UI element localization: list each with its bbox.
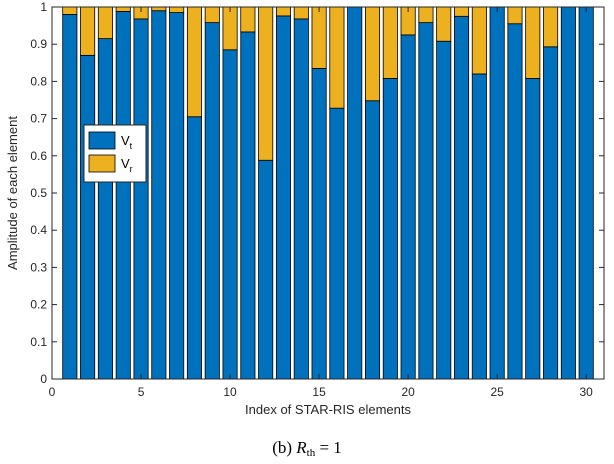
y-tick-label-0.8: 0.8 — [30, 74, 47, 88]
bar-vr-10 — [222, 6, 238, 51]
bar-vr-4 — [115, 6, 131, 12]
bar-vt-8 — [186, 116, 202, 380]
bar-vr-1 — [62, 6, 78, 15]
legend-label-vr-main: V — [121, 156, 130, 171]
y-axis-label: Amplitude of each element — [5, 116, 20, 270]
bar-vr-7 — [169, 6, 185, 13]
bar-vt-9 — [204, 22, 220, 380]
x-tick-label-20: 20 — [401, 385, 415, 399]
bar-vr-12 — [258, 6, 274, 161]
x-tick-label-0: 0 — [49, 385, 56, 399]
bar-vt-27 — [525, 78, 541, 380]
legend-label-vr-sub: r — [130, 164, 133, 174]
bar-vt-5 — [133, 18, 149, 380]
ticks-group: 0 5 10 15 20 25 30 0 0.1 0.2 0.3 0.4 0.5 0.6 0.7 0.8 0.9… — [30, 0, 604, 399]
bars-group — [62, 6, 594, 380]
bar-vr-18 — [364, 6, 381, 102]
bar-vr-11 — [240, 6, 256, 33]
legend: Vt Vr — [83, 124, 147, 183]
legend-label-vt-main: V — [121, 133, 130, 148]
bar-vr-6 — [151, 6, 167, 12]
bar-vt-30 — [578, 6, 594, 380]
x-tick-label-10: 10 — [223, 385, 237, 399]
y-tick-label-0.9: 0.9 — [30, 37, 47, 51]
bar-vr-13 — [275, 6, 292, 17]
x-axis-label: Index of STAR-RIS elements — [245, 402, 411, 417]
x-tick-label-30: 30 — [580, 385, 594, 399]
bar-vt-20 — [400, 34, 416, 380]
x-tick-label-25: 25 — [490, 385, 504, 399]
caption-suffix: = 1 — [319, 438, 342, 457]
bar-vt-7 — [169, 12, 185, 380]
y-tick-label-0.6: 0.6 — [30, 149, 47, 163]
bar-vr-23 — [454, 6, 470, 17]
bar-vt-25 — [489, 6, 505, 380]
figure-caption: (b) Rth = 1 — [0, 438, 614, 459]
bar-vt-13 — [275, 15, 292, 380]
y-tick-label-0.7: 0.7 — [30, 112, 47, 126]
y-tick-label-0.2: 0.2 — [30, 298, 47, 312]
bar-vt-3 — [97, 38, 113, 380]
bar-vr-9 — [204, 6, 220, 24]
bar-vt-6 — [151, 10, 167, 380]
x-tick-label-5: 5 — [138, 385, 145, 399]
bar-vt-2 — [80, 54, 96, 380]
bar-vt-17 — [347, 6, 363, 380]
caption-subscript: th — [306, 447, 316, 459]
bar-vt-1 — [62, 14, 78, 380]
bar-vr-15 — [311, 6, 327, 69]
bar-vr-22 — [436, 6, 452, 42]
bar-vt-4 — [115, 11, 131, 380]
bar-vt-21 — [418, 22, 434, 380]
x-tick-label-15: 15 — [312, 385, 326, 399]
legend-label-vr: Vr — [121, 156, 133, 174]
bar-vt-18 — [364, 100, 381, 380]
bar-vr-3 — [97, 6, 113, 40]
bar-vt-10 — [222, 49, 238, 380]
y-tick-label-0.4: 0.4 — [30, 223, 47, 237]
bar-vr-8 — [186, 6, 202, 118]
y-tick-label-0: 0 — [40, 372, 47, 386]
bar-vr-2 — [80, 6, 96, 56]
bar-vt-28 — [543, 46, 559, 380]
y-tick-label-1: 1 — [40, 0, 47, 14]
bar-vt-26 — [507, 23, 523, 380]
bar-vt-15 — [311, 67, 327, 380]
caption-variable: R — [296, 438, 307, 457]
y-tick-label-0.3: 0.3 — [30, 260, 47, 274]
bar-vt-29 — [560, 6, 576, 380]
bar-vt-14 — [293, 18, 309, 380]
bar-vt-12 — [258, 159, 274, 380]
legend-label-vt: Vt — [121, 133, 133, 151]
bar-vt-16 — [329, 107, 345, 380]
legend-swatch-vr — [88, 154, 116, 173]
legend-label-vt-sub: t — [130, 141, 133, 151]
bar-vr-14 — [293, 6, 309, 20]
bar-vr-26 — [507, 6, 523, 25]
y-tick-label-0.5: 0.5 — [30, 186, 47, 200]
bar-vr-19 — [382, 6, 398, 79]
bar-vr-21 — [418, 6, 434, 24]
legend-swatch-vt — [88, 131, 116, 150]
bar-vr-24 — [471, 6, 487, 75]
y-tick-label-0.1: 0.1 — [30, 335, 47, 349]
bar-vr-27 — [525, 6, 541, 79]
bar-vt-22 — [436, 40, 452, 380]
bar-vt-23 — [454, 15, 470, 380]
bar-vt-24 — [471, 73, 487, 380]
bar-vr-16 — [329, 6, 345, 109]
bar-vt-19 — [382, 78, 398, 380]
stacked-bar-chart: 0 5 10 15 20 25 30 0 0.1 0.2 0.3 0.4 0.5 0.6 0.7 0.8 0.9… — [5, 0, 605, 417]
bar-vr-28 — [543, 6, 559, 48]
caption-prefix: (b) — [272, 438, 293, 457]
bar-vt-11 — [240, 31, 256, 380]
